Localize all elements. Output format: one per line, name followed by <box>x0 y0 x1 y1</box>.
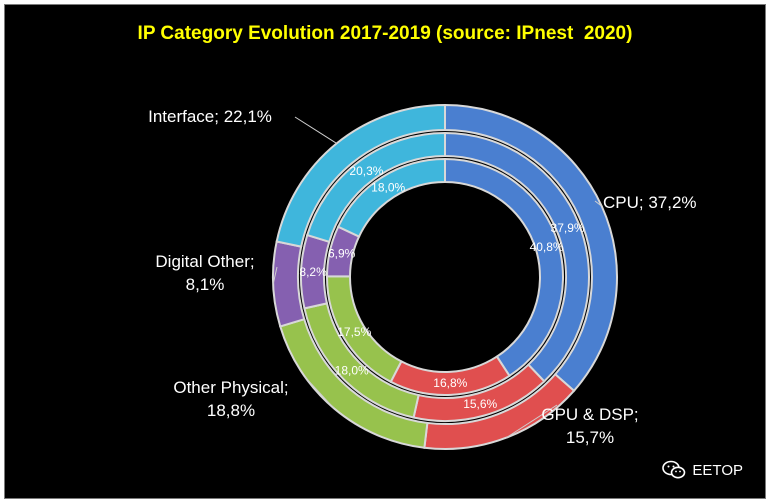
watermark-text: EETOP <box>692 461 743 479</box>
inner-ring-label-gpu-dsp: 16,8% <box>433 376 467 390</box>
leader-line-other-physical <box>304 376 335 409</box>
middle-ring-label-gpu-dsp: 15,6% <box>463 397 497 411</box>
inner-ring-label-other-physical: 17,5% <box>337 325 371 339</box>
inner-ring-label-cpu: 40,8% <box>530 240 564 254</box>
middle-ring-label-other-physical: 18,0% <box>335 363 369 377</box>
leader-line-digital-other <box>272 266 278 285</box>
chart-title: IP Category Evolution 2017-2019 (source:… <box>137 23 633 44</box>
leader-line-interface <box>294 116 337 144</box>
watermark: EETOP <box>662 460 743 480</box>
middle-ring-label-digital-other: 8,2% <box>299 265 327 279</box>
outer-label-gpu-dsp: GPU & DSP; 15,7% <box>541 405 638 447</box>
inner-ring-segment-interface <box>336 157 446 238</box>
outer-label-other-physical: Other Physical; 18,8% <box>173 378 288 420</box>
middle-ring-label-cpu: 37,9% <box>551 221 585 235</box>
donut-chart: 40,8% 16,8% 17,5% 6,9% 18,0% 37,9% 15,6% 18,0% 8… <box>148 103 697 450</box>
leader-line-gpu-dsp <box>505 404 558 439</box>
outer-ring-segment-interface <box>275 103 446 248</box>
outer-label-interface: Interface; 22,1% <box>148 107 272 126</box>
middle-ring-segment-interface <box>305 131 446 244</box>
leader-line-cpu <box>594 200 603 207</box>
middle-ring-label-interface: 20,3% <box>349 164 383 178</box>
outer-label-cpu: CPU; 37,2% <box>603 193 697 212</box>
outer-ring-segment-digital-other <box>272 240 306 328</box>
inner-ring-label-digital-other: 6,9% <box>328 247 356 261</box>
wechat-icon <box>662 460 686 479</box>
outer-label-digital-other: Digital Other; 8,1% <box>155 252 254 294</box>
inner-ring-label-interface: 18,0% <box>371 181 405 195</box>
chart-frame: IP Category Evolution 2017-2019 (source:… <box>4 4 766 499</box>
